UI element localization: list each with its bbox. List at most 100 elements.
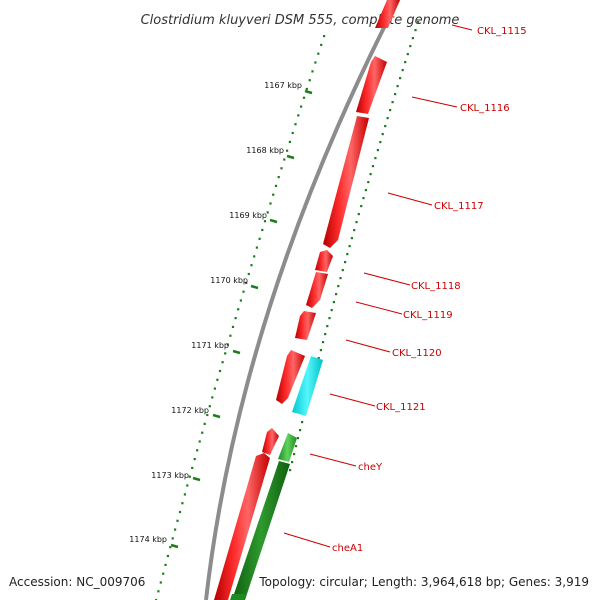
gene-chea1-tail: [230, 594, 246, 600]
gene-label-ckl-1117[interactable]: CKL_1117: [434, 201, 484, 212]
scale-dot: [253, 255, 256, 258]
gene-ckl-1118[interactable]: [315, 250, 333, 272]
scale-dot: [411, 37, 414, 40]
tick-label-1170: 1170 kbp: [210, 276, 248, 285]
gene-label-ckl-1119[interactable]: CKL_1119: [403, 310, 453, 321]
scale-dot: [317, 52, 320, 55]
scale-dot: [409, 45, 412, 48]
scale-dot: [216, 378, 219, 381]
scale-dot: [229, 334, 232, 337]
gene-chey-forward[interactable]: [262, 428, 279, 455]
scale-dot: [166, 554, 169, 558]
leader-ckl-1120: [345, 339, 391, 353]
scale-dot: [339, 277, 342, 280]
gene-leader-lines: [283, 24, 473, 548]
genome-backbone: [204, 0, 400, 600]
tick-mark-1168: [286, 154, 295, 160]
gene-chey[interactable]: [278, 433, 297, 462]
gene-ckl-1121[interactable]: [292, 356, 323, 416]
tick-mark-1173: [192, 476, 201, 482]
tick-mark-1172: [212, 413, 221, 419]
scale-dot: [193, 458, 196, 461]
gene-ckl-1115[interactable]: [375, 0, 400, 28]
scale-dot: [360, 205, 363, 208]
scale-dot: [414, 29, 417, 32]
scale-dot: [286, 149, 289, 152]
scale-dot: [399, 77, 402, 80]
scale-dot: [314, 61, 317, 64]
scale-dot: [269, 202, 272, 205]
scale-dot: [201, 431, 204, 434]
scale-dot: [319, 349, 322, 352]
gene-label-chey[interactable]: cheY: [358, 462, 383, 473]
tick-mark-1167: [304, 89, 313, 95]
tick-label-1172: 1172 kbp: [171, 406, 209, 415]
gene-labels: CKL_1115 CKL_1116 CKL_1117 CKL_1118 CKL_…: [332, 26, 527, 554]
scale-dot: [311, 70, 314, 73]
tick-mark-1169: [269, 218, 278, 224]
scale-dot: [404, 61, 407, 64]
scale-dot: [364, 189, 367, 192]
scale-dot: [297, 114, 300, 117]
scale-dot: [245, 281, 248, 284]
scale-dot: [288, 140, 291, 143]
gene-chea1-forward[interactable]: [214, 453, 270, 600]
gene-label-ckl-1121[interactable]: CKL_1121: [376, 402, 426, 413]
gene-ckl-1121-forward[interactable]: [276, 350, 305, 404]
scale-dot: [417, 21, 420, 24]
gene-label-chea1[interactable]: cheA1: [332, 543, 363, 554]
scale-dot: [357, 213, 360, 216]
scale-dot: [211, 396, 214, 399]
tick-label-1169: 1169 kbp: [229, 211, 267, 220]
scale-dot: [389, 109, 392, 112]
leader-ckl-1115: [451, 24, 473, 31]
scale-dot: [258, 237, 261, 240]
scale-dot: [330, 309, 333, 312]
scale-dot: [371, 165, 375, 168]
scale-dot: [221, 361, 224, 364]
scale-dot: [326, 325, 329, 328]
scale-dot: [272, 193, 275, 196]
scale-dot: [384, 125, 387, 128]
scale-dot: [335, 293, 338, 296]
scale-dot: [237, 308, 240, 311]
scale-dot: [164, 563, 167, 566]
gene-label-ckl-1115[interactable]: CKL_1115: [477, 26, 527, 37]
scale-dot: [162, 572, 165, 575]
leader-ckl-1117: [387, 192, 433, 206]
tick-mark-1170: [250, 284, 259, 290]
leader-ckl-1121: [329, 393, 376, 407]
gene-label-ckl-1120[interactable]: CKL_1120: [392, 348, 442, 359]
scale-dot: [224, 352, 227, 355]
gene-ckl-1120[interactable]: [295, 311, 316, 340]
scale-dot: [355, 221, 358, 224]
scale-dot: [198, 440, 201, 443]
scale-dot: [174, 528, 177, 531]
tick-mark-1171: [232, 349, 241, 355]
leader-chey: [309, 453, 357, 467]
scale-dot: [299, 429, 302, 432]
scale-dot: [305, 87, 308, 91]
gene-label-ckl-1118[interactable]: CKL_1118: [411, 281, 461, 292]
scale-dot: [289, 469, 292, 472]
gene-chea1[interactable]: [232, 461, 290, 600]
gene-label-ckl-1116[interactable]: CKL_1116: [460, 103, 510, 114]
gene-ckl-1119[interactable]: [306, 272, 328, 308]
scale-dot: [208, 405, 211, 408]
scale-dot: [157, 590, 160, 593]
scale-dot: [324, 333, 327, 336]
scale-dot: [171, 537, 174, 540]
reverse-strand-genes: [230, 356, 323, 600]
gene-ckl-1116[interactable]: [356, 56, 387, 114]
scale-dot: [367, 181, 370, 184]
scale-dot: [301, 421, 304, 424]
scale-dot: [188, 475, 191, 478]
gene-ckl-1117[interactable]: [323, 116, 369, 248]
scale-dot: [176, 519, 179, 522]
scale-dot: [401, 69, 404, 72]
tick-label-1173: 1173 kbp: [151, 471, 189, 480]
scale-dot: [320, 43, 323, 46]
scale-dot: [381, 133, 384, 136]
scale-dot: [308, 79, 311, 82]
scale-dot: [203, 422, 206, 425]
